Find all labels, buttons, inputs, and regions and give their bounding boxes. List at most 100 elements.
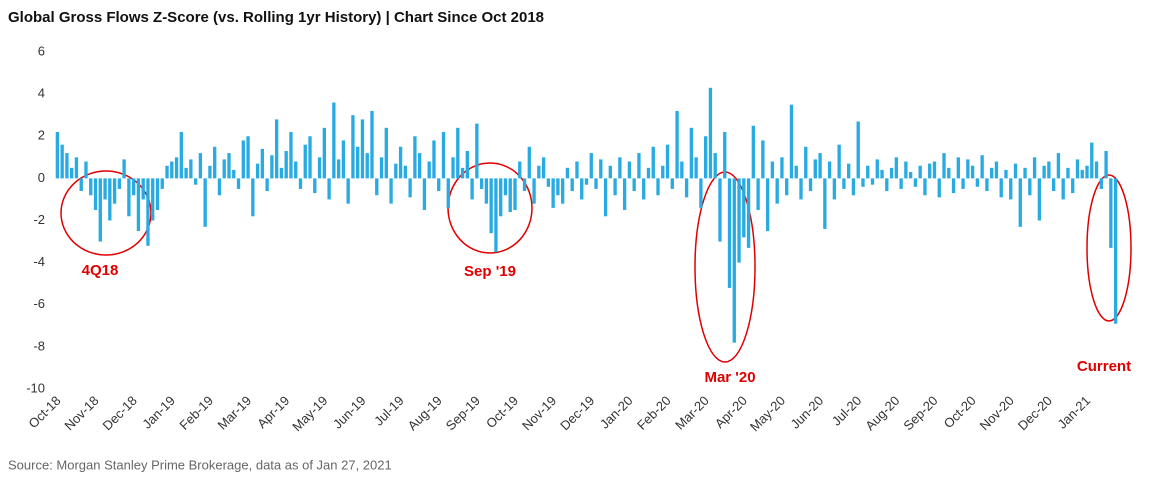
x-tick-label: Oct-18: [25, 393, 63, 431]
bar: [546, 178, 551, 187]
bar: [847, 163, 851, 179]
annotation: Sep '19: [464, 263, 516, 280]
bar: [885, 178, 889, 192]
bar: [727, 178, 732, 288]
bar: [370, 110, 374, 179]
bar: [274, 119, 279, 179]
bar: [213, 146, 217, 179]
bar: [522, 178, 527, 192]
bar: [294, 161, 298, 179]
bar: [889, 167, 894, 179]
bar: [151, 178, 155, 221]
bar: [723, 132, 727, 179]
y-tick-label: -4: [33, 254, 45, 269]
bar: [842, 178, 846, 189]
bar: [494, 178, 498, 253]
bar: [489, 178, 493, 234]
bar: [70, 167, 74, 179]
x-tick-label: Nov-20: [977, 393, 1017, 433]
bar: [942, 153, 946, 179]
bar: [680, 161, 684, 179]
bar: [718, 178, 722, 242]
bar: [565, 167, 570, 179]
bar: [313, 178, 317, 194]
bar: [537, 165, 541, 179]
bar: [346, 178, 350, 204]
bar: [1061, 178, 1065, 200]
bar: [737, 178, 741, 263]
highlight-circle: [694, 171, 756, 363]
bar: [985, 178, 989, 192]
bar: [298, 178, 303, 189]
bar: [1099, 178, 1103, 189]
bar: [1071, 178, 1075, 194]
bar: [527, 146, 531, 179]
bar: [55, 132, 60, 179]
y-tick-label: -10: [26, 380, 45, 395]
x-tick-label: Jul-20: [829, 393, 865, 429]
x-tick-label: Jan-21: [1054, 393, 1093, 432]
x-tick-label: Jul-19: [371, 393, 407, 429]
bar: [556, 178, 560, 196]
bar: [60, 144, 64, 179]
bar: [389, 178, 393, 204]
bar: [1047, 161, 1051, 179]
bar: [79, 178, 83, 192]
bar: [608, 165, 613, 179]
bar: [827, 161, 832, 179]
bar: [417, 153, 422, 179]
bar: [775, 178, 779, 204]
bar: [665, 144, 670, 179]
bar: [108, 178, 112, 221]
bar: [699, 178, 703, 208]
highlight-circle: [447, 162, 533, 254]
bar: [875, 159, 879, 179]
bar: [203, 178, 207, 227]
bar: [599, 159, 603, 179]
bar: [1042, 165, 1046, 179]
y-tick-label: -2: [33, 212, 45, 227]
bar: [756, 178, 760, 210]
bar: [1056, 153, 1061, 179]
y-tick-label: 0: [38, 170, 45, 185]
bar: [966, 159, 970, 179]
bar: [651, 146, 655, 179]
bar: [584, 178, 589, 185]
bar: [789, 104, 794, 179]
bar: [970, 165, 975, 179]
x-tick-label: Jan-19: [139, 393, 178, 432]
bar: [427, 161, 431, 179]
bar: [713, 153, 717, 179]
x-tick-label: Feb-19: [176, 393, 216, 433]
bar: [923, 178, 927, 196]
bar: [1028, 178, 1032, 196]
bar: [127, 178, 131, 217]
y-tick-label: 2: [38, 128, 45, 143]
highlight-circle: [1086, 174, 1132, 322]
bar: [155, 178, 160, 210]
bar: [303, 144, 307, 179]
bar: [470, 178, 474, 200]
bar: [270, 155, 274, 179]
bar: [627, 161, 632, 179]
y-tick-label: -6: [33, 296, 45, 311]
bar: [236, 178, 241, 189]
bar: [379, 157, 384, 179]
bar: [260, 148, 265, 179]
bar: [618, 157, 622, 179]
bar: [694, 157, 698, 179]
bar: [122, 159, 126, 179]
bar: [951, 178, 956, 194]
bar: [1066, 167, 1070, 179]
bar: [765, 178, 770, 232]
bar: [184, 167, 188, 179]
bar: [432, 140, 436, 179]
x-tick-label: Dec-18: [100, 393, 140, 433]
x-tick-label: Aug-20: [862, 393, 902, 433]
bar: [437, 178, 441, 192]
x-tick-label: Dec-19: [557, 393, 597, 433]
bar: [193, 178, 198, 185]
bar: [232, 169, 236, 179]
bar: [560, 178, 565, 204]
